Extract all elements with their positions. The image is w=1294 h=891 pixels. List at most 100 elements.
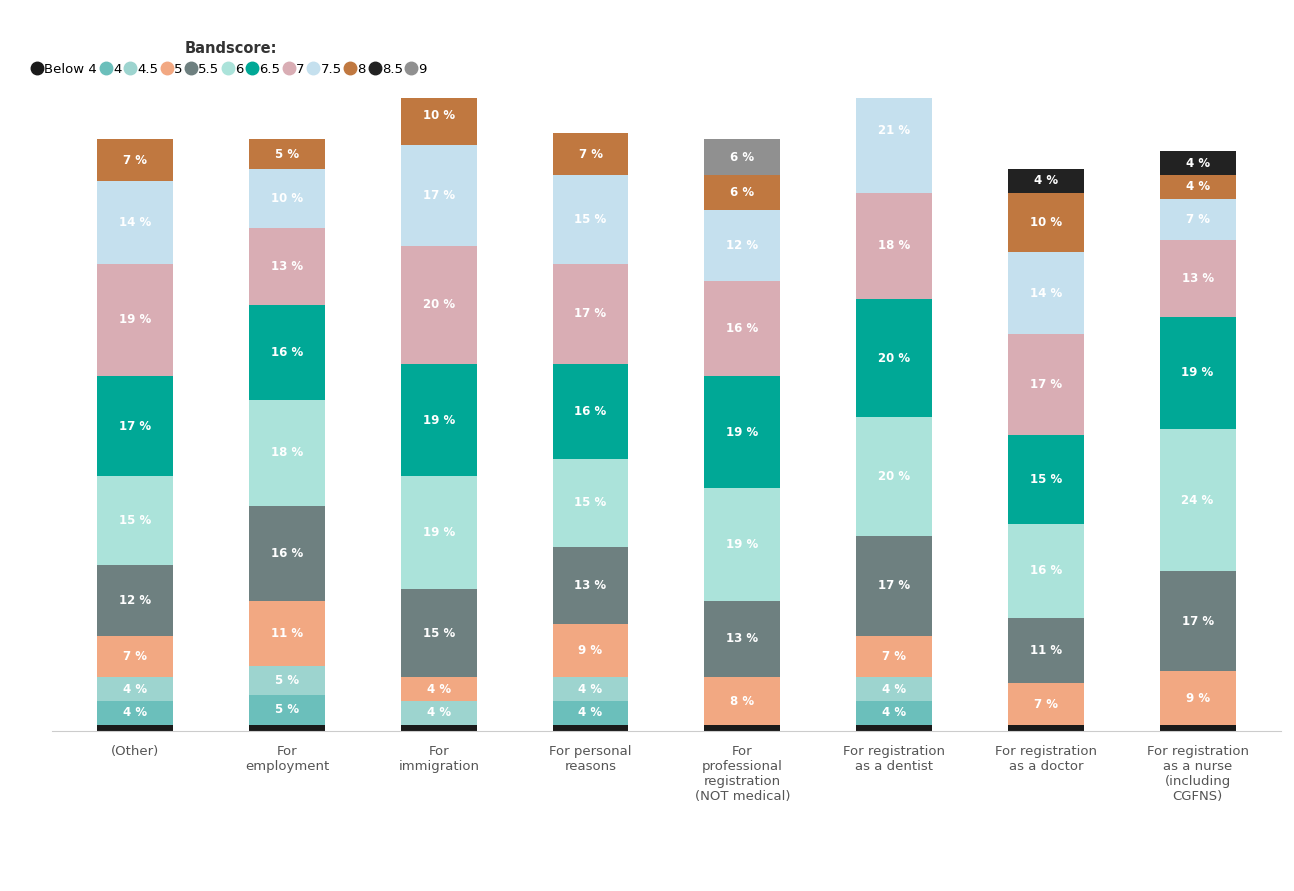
Bar [704, 724, 780, 731]
Bar [97, 565, 173, 636]
Bar [704, 488, 780, 601]
Bar [1008, 334, 1084, 435]
Text: 17 %: 17 % [119, 420, 151, 433]
Bar [1159, 151, 1236, 175]
Bar [857, 299, 932, 417]
Bar [248, 399, 325, 506]
Bar [401, 246, 476, 364]
Bar [704, 210, 780, 282]
Text: 11 %: 11 % [1030, 644, 1062, 658]
Text: 21 %: 21 % [879, 124, 910, 137]
Text: 13 %: 13 % [270, 260, 303, 273]
Text: 20 %: 20 % [879, 352, 910, 364]
Text: 10 %: 10 % [270, 192, 303, 205]
Text: 5 %: 5 % [274, 703, 299, 716]
Bar [553, 547, 629, 625]
Text: 19 %: 19 % [423, 413, 455, 427]
Text: 13 %: 13 % [575, 579, 607, 593]
Bar [1159, 571, 1236, 672]
Text: 18 %: 18 % [877, 240, 910, 252]
Bar [401, 477, 476, 589]
Bar [97, 376, 173, 477]
Bar [553, 625, 629, 677]
Text: 7 %: 7 % [1034, 698, 1057, 710]
Bar [1159, 175, 1236, 199]
Text: 4 %: 4 % [427, 683, 450, 696]
Text: 15 %: 15 % [119, 514, 151, 527]
Text: 14 %: 14 % [1030, 287, 1062, 299]
Bar [401, 364, 476, 477]
Text: 16 %: 16 % [270, 547, 303, 560]
Bar [553, 264, 629, 364]
Bar [401, 145, 476, 246]
Text: 17 %: 17 % [1030, 379, 1062, 391]
Text: 17 %: 17 % [423, 189, 454, 202]
Bar [401, 86, 476, 145]
Bar [553, 134, 629, 175]
Text: 4 %: 4 % [578, 707, 603, 719]
Bar [401, 724, 476, 731]
Bar [553, 724, 629, 731]
Text: 7 %: 7 % [883, 650, 906, 663]
Text: 7 %: 7 % [578, 148, 603, 160]
Bar [1008, 169, 1084, 192]
Bar [1159, 429, 1236, 571]
Bar [401, 589, 476, 677]
Bar [857, 636, 932, 677]
Bar [704, 175, 780, 210]
Text: 20 %: 20 % [879, 470, 910, 483]
Text: 13 %: 13 % [726, 633, 758, 645]
Text: 16 %: 16 % [1030, 565, 1062, 577]
Text: 19 %: 19 % [119, 314, 151, 326]
Bar [857, 192, 932, 299]
Bar [248, 169, 325, 228]
Bar [704, 677, 780, 724]
Text: 4 %: 4 % [883, 707, 906, 719]
Bar [553, 459, 629, 547]
Text: 9 %: 9 % [1185, 691, 1210, 705]
Bar [704, 601, 780, 677]
Bar [1008, 618, 1084, 683]
Text: 5 %: 5 % [274, 148, 299, 160]
Bar [97, 636, 173, 677]
Bar [97, 724, 173, 731]
Text: 7 %: 7 % [1185, 213, 1210, 225]
Text: 10 %: 10 % [423, 110, 454, 122]
Text: 15 %: 15 % [423, 626, 455, 640]
Bar [1159, 724, 1236, 731]
Text: 7 %: 7 % [123, 153, 148, 167]
Text: 20 %: 20 % [423, 298, 454, 312]
Text: 6 %: 6 % [730, 151, 754, 164]
Bar [553, 175, 629, 264]
Bar [248, 601, 325, 666]
Bar [857, 724, 932, 731]
Legend: Below 4, 4, 4.5, 5, 5.5, 6, 6.5, 7, 7.5, 8, 8.5, 9: Below 4, 4, 4.5, 5, 5.5, 6, 6.5, 7, 7.5,… [34, 41, 427, 76]
Bar [553, 364, 629, 459]
Bar [553, 701, 629, 724]
Text: 17 %: 17 % [879, 579, 910, 593]
Bar [857, 69, 932, 192]
Text: 17 %: 17 % [1181, 615, 1214, 628]
Bar [248, 666, 325, 695]
Text: 18 %: 18 % [270, 446, 303, 459]
Text: 4 %: 4 % [883, 683, 906, 696]
Bar [248, 139, 325, 169]
Text: 9 %: 9 % [883, 36, 906, 48]
Text: 19 %: 19 % [726, 426, 758, 438]
Text: 13 %: 13 % [1181, 272, 1214, 285]
Text: 15 %: 15 % [575, 213, 607, 225]
Text: 4 %: 4 % [578, 683, 603, 696]
Text: 12 %: 12 % [119, 594, 151, 607]
Bar [553, 677, 629, 701]
Bar [401, 677, 476, 701]
Text: 12 %: 12 % [726, 240, 758, 252]
Bar [1159, 199, 1236, 240]
Bar [704, 139, 780, 175]
Bar [704, 376, 780, 488]
Bar [248, 228, 325, 305]
Text: 4 %: 4 % [1185, 180, 1210, 193]
Text: 19 %: 19 % [726, 538, 758, 551]
Text: 4 %: 4 % [123, 707, 148, 719]
Text: 4 %: 4 % [427, 707, 450, 719]
Text: 6 %: 6 % [730, 186, 754, 199]
